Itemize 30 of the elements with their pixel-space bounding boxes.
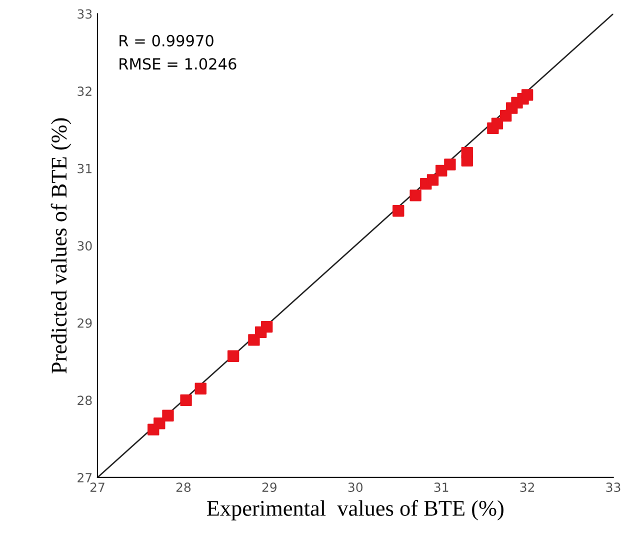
x-tick-label: 29 xyxy=(262,482,276,492)
x-tick-label: 28 xyxy=(176,482,191,492)
y-tick-label: 33 xyxy=(78,9,92,19)
y-axis-title: Predicted values of BTE (%) xyxy=(50,118,72,374)
point xyxy=(261,320,273,333)
x-axis-title: Experimental values of BTE (%) xyxy=(207,500,504,520)
point xyxy=(392,205,404,217)
point xyxy=(162,410,174,422)
point xyxy=(180,394,192,406)
y-tick-label: 32 xyxy=(78,86,92,96)
x-tick-label: 30 xyxy=(348,482,363,492)
y-tick-label: 31 xyxy=(78,164,92,174)
y-tick-label: 28 xyxy=(78,396,92,406)
y-tick-label: 29 xyxy=(78,318,92,328)
x-tick-label: 33 xyxy=(606,482,620,492)
annotation: R = 0.99970 xyxy=(120,34,214,46)
point xyxy=(444,158,456,170)
point xyxy=(461,154,473,166)
annotation: RMSE = 1.0246 xyxy=(120,58,236,70)
x-tick-label: 27 xyxy=(90,482,104,492)
y-tick-label: 27 xyxy=(78,472,92,482)
y-tick-label: 30 xyxy=(78,241,92,251)
point xyxy=(426,174,439,186)
point xyxy=(194,382,206,394)
point xyxy=(410,190,422,202)
x-tick-label: 32 xyxy=(520,482,534,492)
point xyxy=(491,118,504,130)
point xyxy=(521,89,534,101)
point xyxy=(227,350,240,362)
x-tick-label: 31 xyxy=(434,482,448,492)
